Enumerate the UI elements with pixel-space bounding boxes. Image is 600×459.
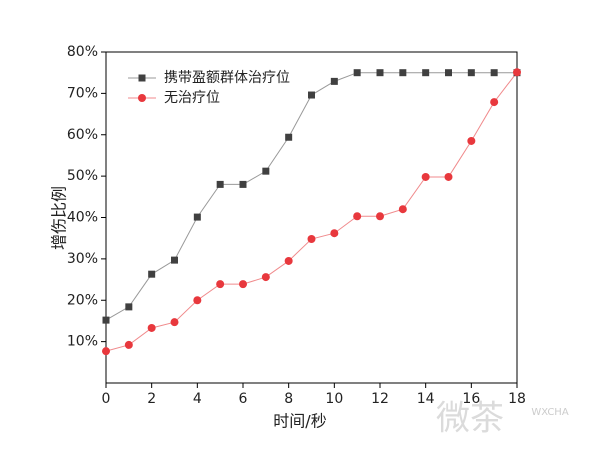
watermark: 微茶 xyxy=(436,399,504,439)
x-tick-label: 0 xyxy=(102,391,111,407)
marker xyxy=(171,256,178,264)
x-tick-label: 2 xyxy=(147,391,156,407)
marker xyxy=(125,303,133,311)
marker xyxy=(307,235,316,244)
marker xyxy=(399,69,407,77)
x-tick-label: 8 xyxy=(284,391,293,407)
legend-label: 无治疗位 xyxy=(164,90,220,106)
marker xyxy=(467,136,476,145)
marker xyxy=(330,229,339,238)
legend-label: 携带盈额群体治疗位 xyxy=(164,70,290,86)
x-tick-label: 14 xyxy=(417,391,435,407)
marker xyxy=(239,180,247,188)
marker xyxy=(193,296,202,305)
marker xyxy=(261,273,270,282)
x-tick-label: 16 xyxy=(462,391,480,407)
marker xyxy=(239,280,247,289)
marker xyxy=(353,212,362,221)
legend-marker xyxy=(138,74,146,82)
marker xyxy=(216,280,225,289)
marker xyxy=(285,133,293,141)
marker xyxy=(193,213,201,221)
y-tick-label: 30% xyxy=(67,251,98,267)
x-tick-label: 4 xyxy=(193,391,202,407)
y-tick-label: 60% xyxy=(67,127,98,143)
y-tick-label: 70% xyxy=(67,85,98,101)
x-axis-label: 时间/秒 xyxy=(273,412,326,431)
x-tick-label: 6 xyxy=(239,391,248,407)
x-tick-label: 10 xyxy=(325,391,343,407)
marker xyxy=(170,318,179,327)
marker xyxy=(398,205,407,214)
marker xyxy=(330,77,338,85)
y-tick-label: 20% xyxy=(67,292,98,308)
y-tick-label: 40% xyxy=(67,210,98,226)
marker xyxy=(376,212,384,221)
x-tick-label: 12 xyxy=(371,391,389,407)
marker xyxy=(490,98,499,107)
marker xyxy=(422,69,430,77)
legend-marker xyxy=(138,94,146,102)
y-tick-label: 10% xyxy=(67,334,98,350)
marker xyxy=(262,167,270,175)
marker xyxy=(421,172,430,181)
marker xyxy=(102,316,110,324)
y-tick-label: 50% xyxy=(67,168,98,184)
y-tick-label: 80% xyxy=(67,44,98,60)
y-axis-label: 增伤比例 xyxy=(50,186,69,250)
x-tick-label: 18 xyxy=(508,391,526,407)
marker xyxy=(216,180,224,188)
marker xyxy=(445,69,452,77)
marker xyxy=(467,69,475,77)
marker xyxy=(102,347,110,356)
marker xyxy=(513,68,521,77)
marker xyxy=(148,270,156,278)
marker xyxy=(376,69,384,77)
marker xyxy=(147,323,156,332)
marker xyxy=(124,340,133,349)
marker xyxy=(490,69,498,77)
series-line xyxy=(105,72,517,321)
watermark-sub: WXCHA xyxy=(531,407,569,418)
marker xyxy=(353,69,361,77)
marker xyxy=(444,172,453,181)
marker xyxy=(284,256,293,265)
marker xyxy=(308,91,315,99)
series-line xyxy=(105,71,518,352)
